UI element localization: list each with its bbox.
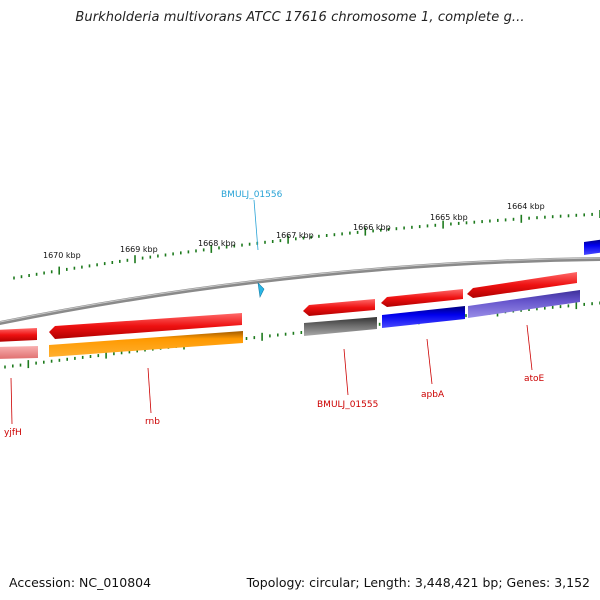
- tick-label-1664: 1664 kbp: [507, 202, 545, 211]
- gene-arrow-rnb[interactable]: [49, 313, 242, 339]
- outer-scale-ticks: [13, 210, 600, 280]
- gene-bar-apbA[interactable]: [382, 306, 465, 328]
- leader-yjfH: [10, 377, 13, 425]
- gene-arrow-apbA[interactable]: [381, 289, 463, 307]
- chromosome-backbone: [0, 257, 600, 326]
- highlight-marker-icon[interactable]: [257, 282, 265, 298]
- gene-bar-yjfH[interactable]: [0, 346, 38, 359]
- gene-label-apbA[interactable]: apbA: [421, 390, 445, 400]
- leader-apbA: [426, 338, 433, 385]
- gene-arrow-BMULJ_01555[interactable]: [303, 299, 375, 316]
- leader-atoE: [526, 324, 533, 371]
- tick-label-1666: 1666 kbp: [353, 223, 391, 232]
- tick-label-1665: 1665 kbp: [430, 213, 468, 222]
- gene-arrow-atoE[interactable]: [467, 272, 577, 298]
- highlight-label[interactable]: BMULJ_01556: [221, 190, 283, 200]
- gene-label-yjfH[interactable]: yjfH: [4, 428, 22, 438]
- gene-bar-BMULJ_01555[interactable]: [304, 317, 377, 336]
- map-title: Burkholderia multivorans ATCC 17616 chro…: [75, 10, 525, 25]
- highlight-leader-line: [253, 199, 259, 251]
- gene-arrow-yjfH[interactable]: [0, 328, 37, 342]
- gene-label-BMULJ_01555[interactable]: BMULJ_01555: [317, 400, 378, 410]
- tick-label-1669: 1669 kbp: [120, 245, 158, 254]
- topology-summary: Topology: circular; Length: 3,448,421 bp…: [246, 575, 590, 590]
- tick-label-1670: 1670 kbp: [43, 251, 81, 260]
- gene-label-atoE[interactable]: atoE: [524, 374, 545, 384]
- gene-bar-atoE[interactable]: [468, 290, 580, 318]
- gene-label-rnb[interactable]: rnb: [145, 417, 160, 427]
- accession-text: Accession: NC_010804: [9, 575, 152, 590]
- gene-bar-rnb[interactable]: [49, 331, 243, 357]
- leader-BMULJ_01555: [343, 348, 349, 396]
- leader-rnb: [147, 367, 152, 414]
- gene-bar-offscreen-right[interactable]: [584, 239, 600, 255]
- tick-label-1668: 1668 kbp: [198, 239, 236, 248]
- chromosome-backbone-highlight: [0, 257, 600, 323]
- tick-label-1667: 1667 kbp: [276, 231, 314, 240]
